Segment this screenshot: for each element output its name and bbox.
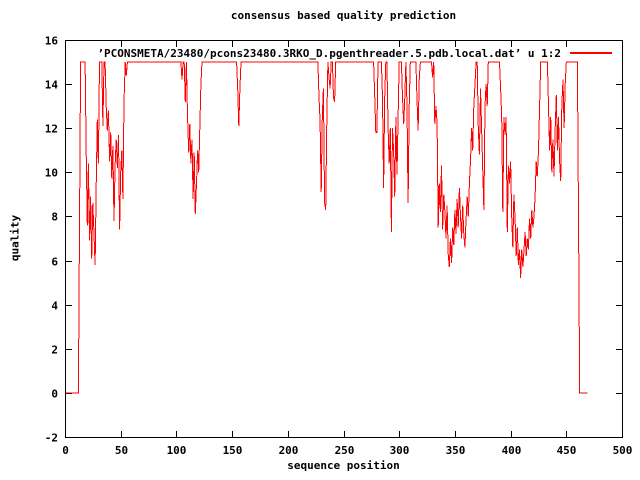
x-tick-label: 100 [167, 444, 187, 457]
plot-border [65, 40, 623, 438]
y-tick-label: 0 [51, 388, 58, 401]
x-axis-title: sequence position [287, 459, 400, 472]
y-tick-label: -2 [45, 432, 58, 445]
x-tick-label: 200 [279, 444, 299, 457]
y-tick-label: 10 [45, 167, 58, 180]
y-tick-label: 2 [51, 344, 58, 357]
y-tick-label: 14 [45, 79, 59, 92]
x-tick-label: 150 [223, 444, 243, 457]
x-tick-label: 250 [335, 444, 355, 457]
y-tick-label: 6 [51, 256, 58, 269]
y-tick-label: 4 [51, 300, 58, 313]
x-tick-label: 400 [502, 444, 522, 457]
data-line [66, 61, 588, 394]
x-tick-label: 300 [390, 444, 410, 457]
chart-title: consensus based quality prediction [230, 9, 457, 22]
legend-series-label: ’PCONSMETA/23480/pcons23480.3RKO_D.pgent… [97, 46, 561, 60]
x-tick-label: 450 [557, 444, 577, 457]
x-tick-label: 0 [62, 444, 69, 457]
y-tick-label: 12 [45, 123, 58, 136]
legend-line-sample-icon [570, 52, 612, 54]
y-axis-title: quality [8, 214, 22, 262]
x-tick-label: 500 [613, 444, 633, 457]
y-tick-label: 8 [51, 211, 58, 224]
y-tick-label: 16 [45, 35, 59, 48]
x-tick-label: 50 [115, 444, 128, 457]
legend: ’PCONSMETA/23480/pcons23480.3RKO_D.pgent… [97, 46, 612, 60]
x-tick-label: 350 [446, 444, 466, 457]
